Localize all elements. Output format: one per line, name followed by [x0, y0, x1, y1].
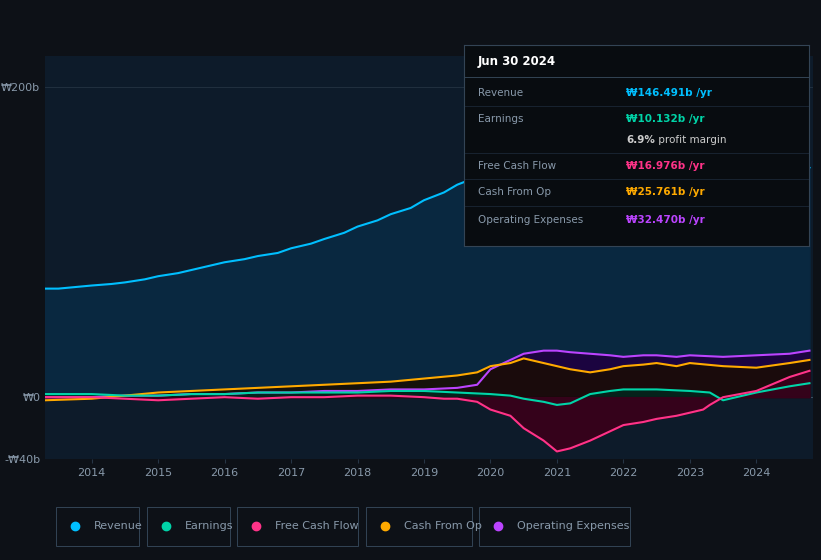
Text: ₩16.976b /yr: ₩16.976b /yr: [626, 161, 704, 171]
FancyBboxPatch shape: [147, 507, 230, 546]
Text: Operating Expenses: Operating Expenses: [478, 215, 583, 225]
Text: ₩146.491b /yr: ₩146.491b /yr: [626, 88, 712, 98]
Text: Revenue: Revenue: [478, 88, 523, 98]
FancyBboxPatch shape: [366, 507, 471, 546]
FancyBboxPatch shape: [479, 507, 631, 546]
FancyBboxPatch shape: [237, 507, 358, 546]
Text: Operating Expenses: Operating Expenses: [517, 521, 629, 531]
Text: Earnings: Earnings: [185, 521, 233, 531]
Text: ₩10.132b /yr: ₩10.132b /yr: [626, 114, 704, 124]
Text: Earnings: Earnings: [478, 114, 523, 124]
Text: Free Cash Flow: Free Cash Flow: [478, 161, 556, 171]
Text: 6.9%: 6.9%: [626, 134, 655, 144]
Text: ₩32.470b /yr: ₩32.470b /yr: [626, 215, 704, 225]
Text: Jun 30 2024: Jun 30 2024: [478, 55, 556, 68]
Text: Free Cash Flow: Free Cash Flow: [275, 521, 359, 531]
Text: profit margin: profit margin: [655, 134, 727, 144]
Text: Cash From Op: Cash From Op: [478, 187, 551, 197]
FancyBboxPatch shape: [56, 507, 140, 546]
Text: Cash From Op: Cash From Op: [404, 521, 481, 531]
Text: Revenue: Revenue: [94, 521, 143, 531]
Text: ₩25.761b /yr: ₩25.761b /yr: [626, 187, 704, 197]
